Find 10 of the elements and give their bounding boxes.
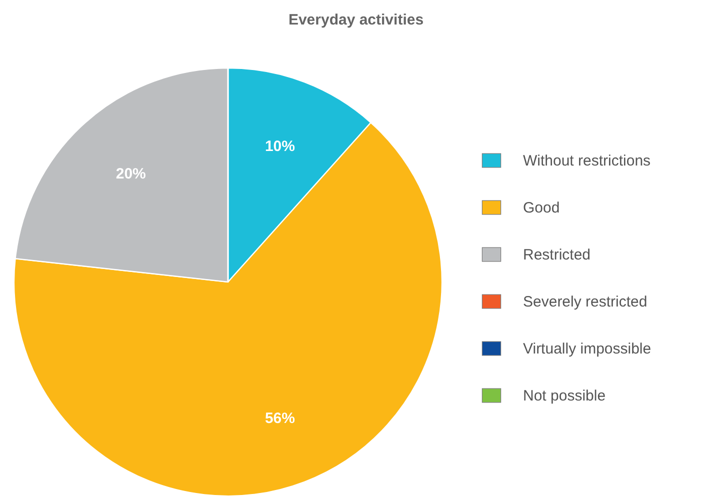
legend-label: Severely restricted: [523, 294, 648, 310]
legend-label: Not possible: [523, 388, 606, 404]
chart-title: Everyday activities: [288, 12, 424, 29]
legend-label: Restricted: [523, 246, 591, 264]
legend-label: Virtually impossible: [523, 340, 652, 358]
legend-label: Without restrictions: [523, 152, 651, 170]
data-label: 10%: [264, 138, 295, 156]
data-label: 20%: [116, 166, 146, 183]
data-label: 56%: [264, 410, 295, 427]
legend-label: Good: [523, 200, 560, 216]
